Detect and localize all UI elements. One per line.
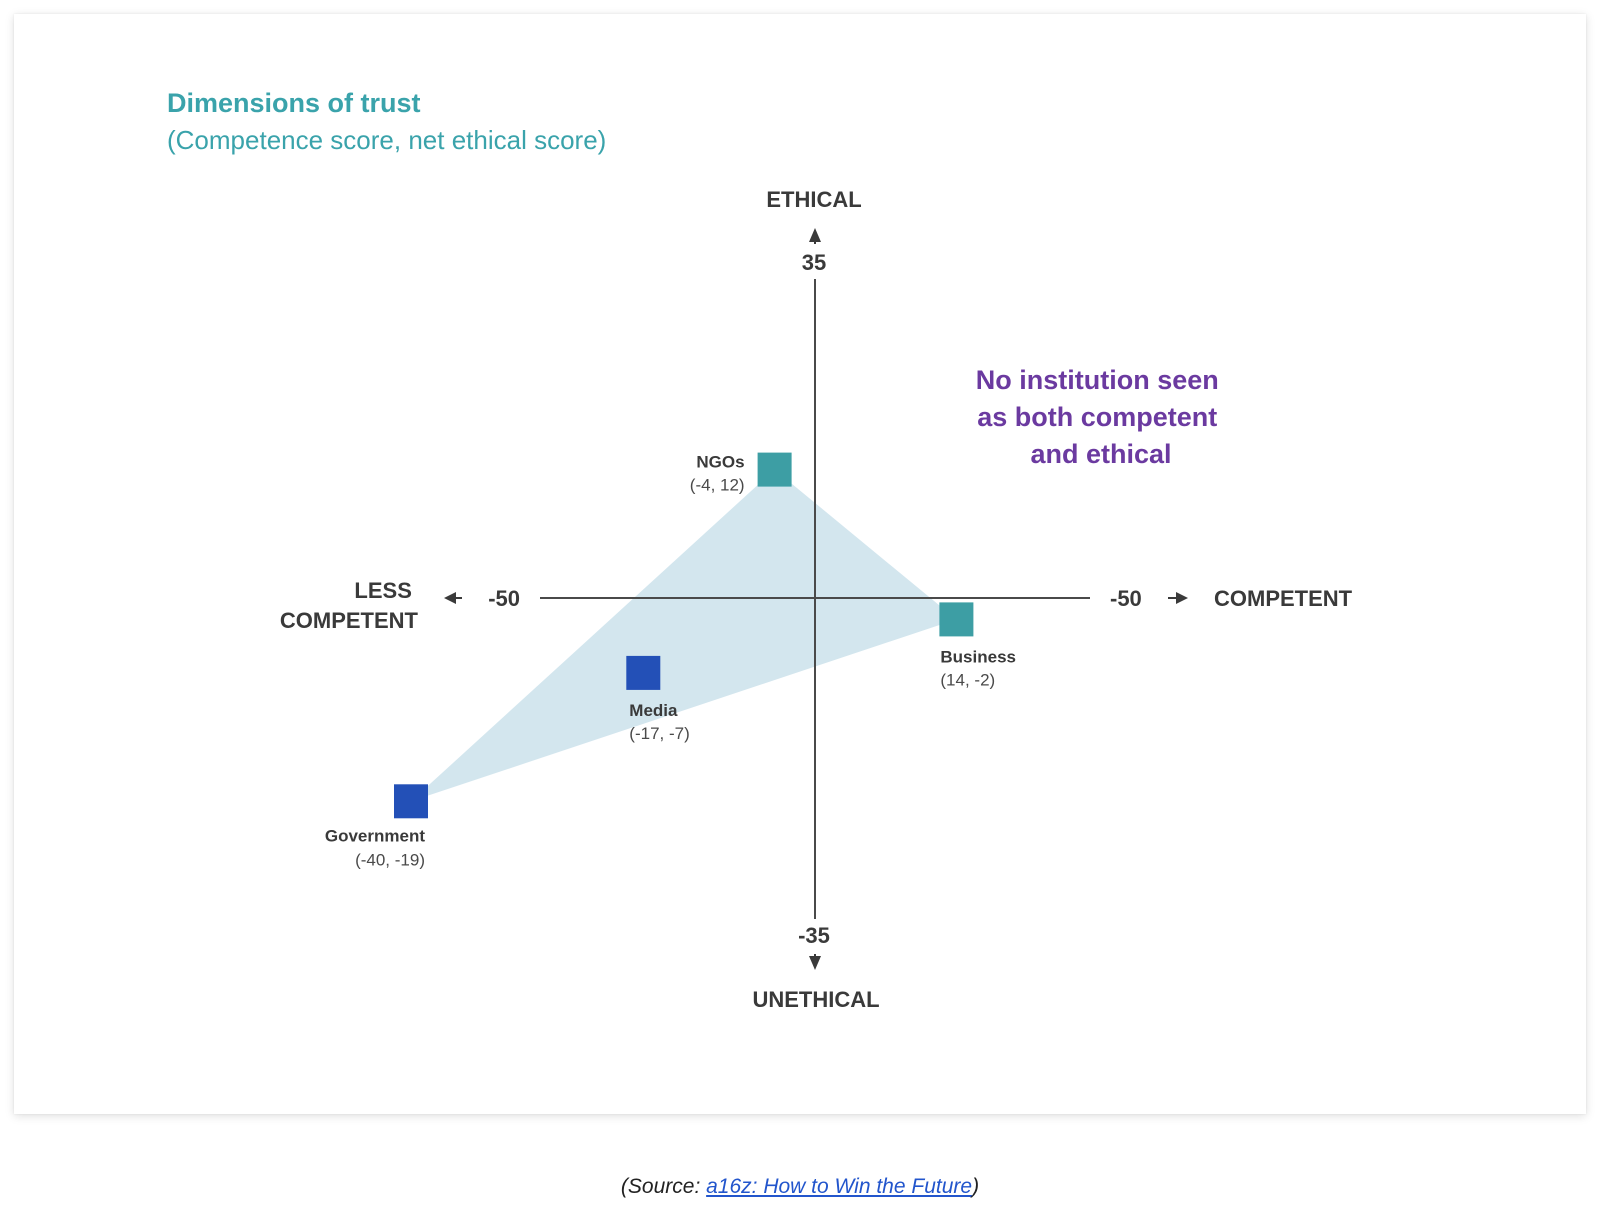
point-name-media: Media — [629, 701, 678, 720]
x-tick-left: -50 — [488, 586, 520, 611]
annotation-line-2: as both competent — [977, 402, 1217, 432]
trust-triangle — [411, 469, 957, 802]
x-axis-label-left: LESS COMPETENT — [280, 578, 419, 633]
caption-prefix: (Source: — [620, 1175, 707, 1198]
arrow-up-icon — [809, 228, 821, 242]
source-link[interactable]: a16z: How to Win the Future — [706, 1175, 973, 1198]
y-tick-bottom: -35 — [798, 923, 830, 948]
point-label-business: (14, -2) — [940, 670, 995, 689]
annotation-line-1: No institution seen — [976, 365, 1219, 395]
chart-title: Dimensions of trust — [167, 88, 421, 118]
point-name-business: Business — [940, 647, 1016, 666]
point-label-ngos: (-4, 12) — [690, 476, 745, 495]
y-tick-top: 35 — [802, 250, 826, 275]
point-government — [394, 784, 428, 819]
y-axis-label-top: ETHICAL — [766, 187, 861, 212]
point-business — [939, 602, 974, 637]
y-axis-label-bottom: UNETHICAL — [752, 987, 879, 1012]
arrow-down-icon — [809, 956, 821, 970]
point-ngos — [757, 452, 792, 487]
x-axis-label-left-line1: LESS — [354, 578, 411, 603]
data-points: NGOs (-4, 12) Business (14, -2) Media (-17, -… — [325, 452, 1016, 869]
point-media — [626, 655, 661, 690]
source-caption: (Source: a16z: How to Win the Future) — [0, 1175, 1600, 1199]
point-label-government: (-40, -19) — [355, 850, 425, 869]
caption-suffix: ) — [972, 1175, 980, 1198]
chart-subtitle: (Competence score, net ethical score) — [167, 125, 606, 155]
point-name-government: Government — [325, 826, 425, 845]
point-label-media: (-17, -7) — [629, 724, 689, 743]
x-axis-label-right: COMPETENT — [1214, 586, 1353, 611]
x-axis-label-left-line2: COMPETENT — [280, 608, 419, 633]
annotation: No institution seen as both competent an… — [976, 365, 1227, 469]
point-name-ngos: NGOs — [696, 453, 744, 472]
trust-dimensions-chart: Dimensions of trust (Competence score, n… — [167, 88, 1353, 1012]
arrow-left-icon — [444, 592, 456, 604]
chart-card: Dimensions of trust (Competence score, n… — [14, 14, 1586, 1114]
x-tick-right: -50 — [1110, 586, 1142, 611]
annotation-line-3: and ethical — [1030, 439, 1171, 469]
arrow-right-icon — [1176, 592, 1188, 604]
